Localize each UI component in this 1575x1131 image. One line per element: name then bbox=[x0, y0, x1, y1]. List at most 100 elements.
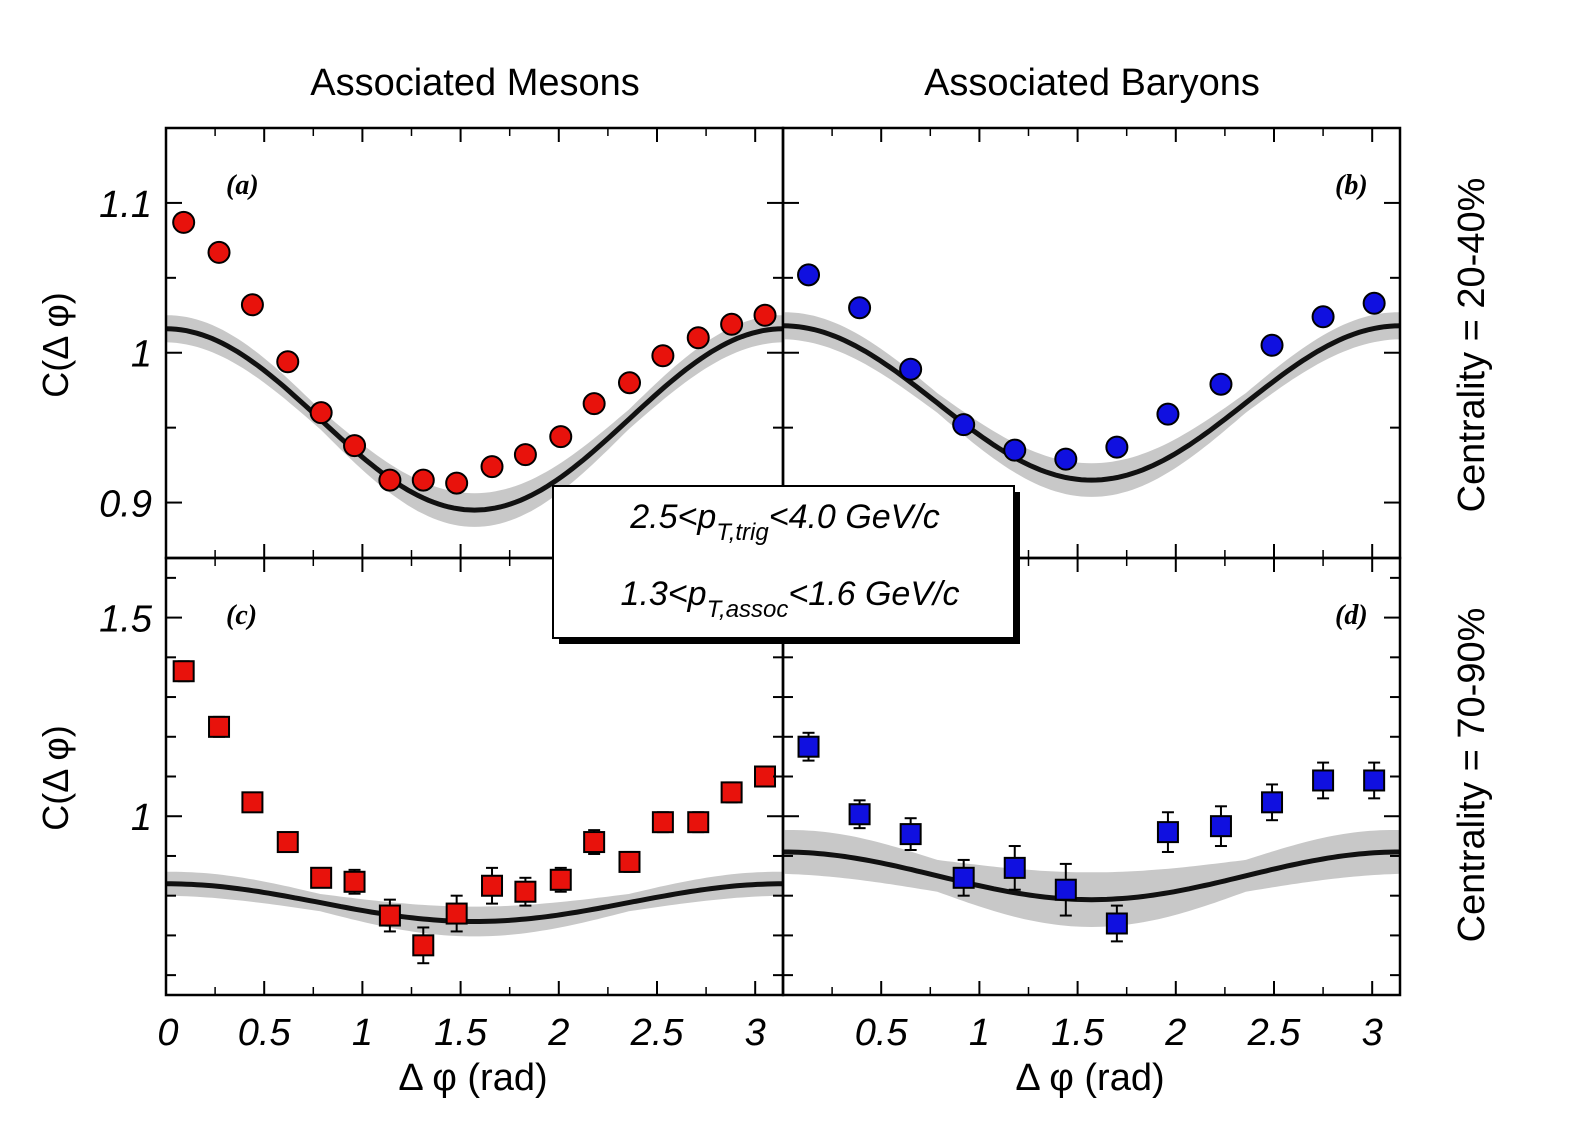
x-tick-label: 2.5 bbox=[630, 1012, 685, 1054]
data-point bbox=[1105, 912, 1128, 935]
ylabel-bottom: C(Δ φ) bbox=[35, 725, 76, 830]
panel-d-plot-area bbox=[783, 731, 1400, 943]
data-point bbox=[687, 811, 710, 834]
data-point bbox=[207, 240, 231, 264]
panel-tag: (b) bbox=[1335, 170, 1368, 201]
data-point bbox=[1362, 291, 1386, 315]
data-point bbox=[1105, 435, 1129, 459]
x-tick-label: 0.5 bbox=[855, 1012, 909, 1054]
model-band bbox=[783, 312, 1400, 497]
y-tick-label: 0.9 bbox=[99, 484, 152, 526]
data-point bbox=[310, 866, 333, 889]
data-point bbox=[1209, 815, 1232, 838]
data-point bbox=[753, 303, 777, 327]
data-point bbox=[797, 263, 821, 287]
row-label-top: Centrality = 20-40% bbox=[1451, 178, 1493, 513]
legend-box: 2.5<pT,trig<4.0 GeV/c 1.3<pT,assoc<1.6 G… bbox=[552, 485, 1020, 644]
data-point bbox=[276, 831, 299, 854]
data-point bbox=[412, 934, 435, 957]
data-point bbox=[480, 455, 504, 479]
data-point bbox=[513, 443, 537, 467]
data-point bbox=[276, 350, 300, 374]
data-point bbox=[514, 880, 537, 903]
x-tick-label: 3 bbox=[745, 1012, 766, 1054]
y-tick-label: 1.1 bbox=[99, 184, 152, 226]
data-point bbox=[686, 326, 710, 350]
y-tick-label: 1 bbox=[131, 797, 152, 839]
data-point bbox=[848, 296, 872, 320]
ylabel-top: C(Δ φ) bbox=[35, 292, 76, 397]
data-point bbox=[1312, 769, 1335, 792]
data-point bbox=[651, 811, 674, 834]
col-title-mesons: Associated Mesons bbox=[310, 62, 640, 104]
col-title-baryons: Associated Baryons bbox=[924, 62, 1260, 104]
panel-tag: (a) bbox=[226, 170, 259, 201]
data-point bbox=[1054, 878, 1077, 901]
x-tick-label: 0.5 bbox=[238, 1012, 292, 1054]
model-band bbox=[166, 315, 783, 527]
model-band bbox=[166, 871, 783, 937]
data-point bbox=[1156, 402, 1180, 426]
x-tick-label: 0 bbox=[157, 1012, 178, 1054]
x-tick-label: 2 bbox=[547, 1012, 569, 1054]
data-point bbox=[172, 660, 195, 683]
row-label-bottom: Centrality = 70-90% bbox=[1451, 608, 1493, 943]
data-point bbox=[549, 425, 573, 449]
data-point bbox=[1261, 791, 1284, 814]
data-point bbox=[445, 902, 468, 925]
model-curve bbox=[783, 849, 1400, 903]
data-point bbox=[240, 293, 264, 317]
panel-c: (c) bbox=[164, 556, 785, 997]
y-tick-label: 1.5 bbox=[99, 599, 153, 641]
data-point bbox=[343, 434, 367, 458]
x-tick-label: 1.5 bbox=[1051, 1012, 1105, 1054]
data-point bbox=[617, 371, 641, 395]
data-point bbox=[848, 803, 871, 826]
x-tick-label: 2 bbox=[1164, 1012, 1186, 1054]
model-curve bbox=[166, 326, 783, 513]
data-point bbox=[208, 715, 231, 738]
data-point bbox=[549, 868, 572, 891]
data-point bbox=[1054, 447, 1078, 471]
data-point bbox=[1363, 769, 1386, 792]
data-point bbox=[754, 765, 777, 788]
data-point bbox=[1003, 856, 1026, 879]
model-curve bbox=[166, 881, 783, 924]
x-tick-label: 2.5 bbox=[1247, 1012, 1302, 1054]
data-point bbox=[651, 344, 675, 368]
xlabel-right: Δ φ (rad) bbox=[1015, 1057, 1164, 1099]
data-point bbox=[582, 392, 606, 416]
legend-line-assoc: 1.3<pT,assoc<1.6 GeV/c bbox=[621, 575, 960, 623]
data-point bbox=[378, 904, 401, 927]
x-tick-label: 3 bbox=[1362, 1012, 1383, 1054]
panel-a-plot-area bbox=[166, 210, 783, 527]
data-point bbox=[618, 850, 641, 873]
data-point bbox=[720, 781, 743, 804]
x-tick-label: 1 bbox=[352, 1012, 373, 1054]
model-curve bbox=[783, 323, 1400, 483]
tick-labels: 0.9 1 1.1 1 1.5 0 0.5 1 1.5 2 2.5 3 0.5 1 1.5 2 2.5 3 bbox=[99, 184, 1383, 1054]
data-point bbox=[343, 870, 366, 893]
data-point bbox=[797, 735, 820, 758]
panel-tag: (d) bbox=[1335, 600, 1368, 631]
data-point bbox=[899, 823, 922, 846]
data-point bbox=[445, 471, 469, 495]
data-point bbox=[952, 413, 976, 437]
panel-c-plot-area bbox=[166, 660, 783, 965]
x-tick-label: 1 bbox=[969, 1012, 990, 1054]
data-point bbox=[241, 791, 264, 814]
data-point bbox=[1311, 305, 1335, 329]
y-tick-label: 1 bbox=[131, 334, 152, 376]
data-point bbox=[899, 357, 923, 381]
legend-line-trig: 2.5<pT,trig<4.0 GeV/c bbox=[629, 498, 940, 546]
data-point bbox=[309, 401, 333, 425]
data-point bbox=[1003, 438, 1027, 462]
panel-tag: (c) bbox=[226, 600, 257, 631]
model-band bbox=[783, 830, 1400, 927]
data-point bbox=[481, 874, 504, 897]
data-point bbox=[583, 831, 606, 854]
xlabel-left: Δ φ (rad) bbox=[398, 1057, 547, 1099]
data-point bbox=[411, 468, 435, 492]
data-point bbox=[720, 312, 744, 336]
